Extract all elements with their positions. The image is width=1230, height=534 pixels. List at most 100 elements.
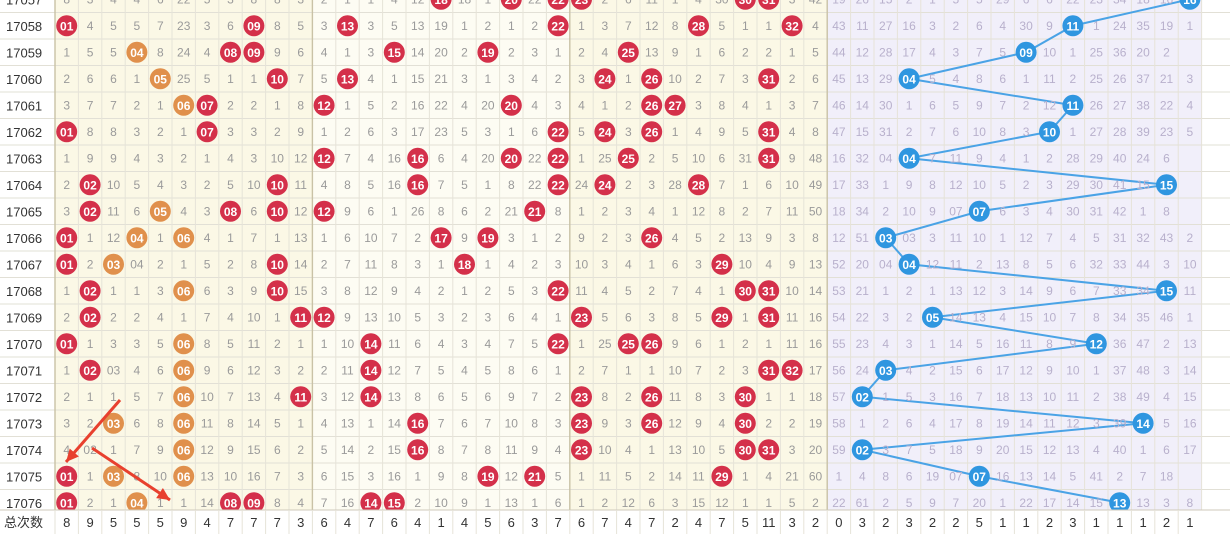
miss-count: 20: [809, 443, 823, 457]
miss-count: 15: [1019, 310, 1033, 324]
miss-count: 19: [434, 19, 448, 33]
miss-count: 11: [950, 231, 963, 245]
miss-count: 12: [692, 204, 706, 218]
miss-count: 15: [949, 363, 963, 377]
miss-count: 10: [364, 231, 378, 245]
miss-count: 1: [1023, 72, 1030, 86]
miss-count: 5: [906, 496, 913, 510]
miss-count: 8: [719, 204, 726, 218]
red-ball: [734, 0, 756, 10]
miss-count: 3: [508, 231, 515, 245]
miss-count: 2: [695, 72, 702, 86]
miss-count: 26: [1113, 72, 1127, 86]
miss-count: 22: [1160, 98, 1174, 112]
miss-count: 5: [461, 390, 468, 404]
miss-count: 4: [672, 231, 679, 245]
miss-count: 13: [388, 390, 402, 404]
ball-number: 11: [1067, 19, 1080, 33]
table-row: 1707518101310167361531619812511152141114…: [6, 465, 1173, 487]
red-ball: [103, 412, 124, 434]
miss-count: 2: [134, 98, 141, 112]
total-count: 7: [367, 515, 374, 530]
miss-count: 9: [297, 125, 304, 139]
miss-count: 5: [134, 178, 141, 192]
miss-count: 14: [200, 496, 214, 510]
miss-count: 23: [434, 125, 448, 139]
red-ball: [173, 280, 195, 302]
miss-count: 8: [672, 19, 679, 33]
miss-count: 7: [157, 390, 164, 404]
miss-count: 57: [832, 390, 846, 404]
red-ball: [243, 492, 265, 514]
ball-number: 31: [762, 72, 776, 86]
miss-count: 42: [809, 0, 823, 6]
miss-count: 2: [157, 125, 164, 139]
issue-number: 17072: [6, 390, 42, 405]
miss-count: 7: [274, 469, 281, 483]
miss-count: 4: [625, 443, 632, 457]
miss-count: 2: [789, 72, 796, 86]
miss-count: 25: [1090, 72, 1104, 86]
miss-count: 4: [438, 337, 445, 351]
miss-count: 1: [485, 72, 492, 86]
total-count: 3: [1069, 515, 1076, 530]
miss-count: 3: [578, 72, 585, 86]
red-ball: [173, 227, 195, 249]
red-ball: [243, 15, 265, 37]
miss-count: 8: [438, 204, 445, 218]
miss-count: 4: [602, 45, 609, 59]
miss-count: 7: [344, 151, 351, 165]
ball-number: 29: [715, 311, 729, 325]
miss-count: 11: [1043, 416, 1056, 430]
red-ball: [103, 465, 124, 487]
miss-count: 12: [668, 416, 682, 430]
ball-number: 24: [598, 125, 612, 139]
miss-count: 4: [508, 257, 515, 271]
miss-count: 25: [1090, 45, 1104, 59]
ball-number: 16: [1183, 0, 1197, 7]
red-ball: [477, 227, 499, 249]
miss-count: 49: [1136, 390, 1150, 404]
miss-count: 60: [809, 469, 823, 483]
miss-count: 8: [531, 416, 538, 430]
miss-count: 6: [134, 204, 141, 218]
miss-count: 17: [411, 125, 425, 139]
miss-count: 9: [789, 257, 796, 271]
miss-count: 1: [742, 19, 749, 33]
miss-count: 5: [227, 178, 234, 192]
miss-count: 6: [1163, 443, 1170, 457]
miss-count: 4: [227, 310, 234, 324]
miss-count: 8: [87, 125, 94, 139]
miss-count: 1: [204, 151, 211, 165]
miss-count: 6: [648, 496, 655, 510]
miss-count: 4: [695, 0, 702, 6]
miss-count: 7: [110, 98, 117, 112]
ball-number: 10: [271, 284, 285, 298]
miss-count: 8: [555, 204, 562, 218]
miss-count: 8: [274, 19, 281, 33]
miss-count: 3: [414, 257, 421, 271]
red-ball: [430, 0, 452, 10]
miss-count: 61: [856, 496, 870, 510]
miss-count: 3: [929, 390, 936, 404]
ball-number: 31: [762, 0, 776, 7]
miss-count: 4: [321, 178, 328, 192]
red-ball: [56, 465, 78, 487]
total-count: 1: [1116, 515, 1123, 530]
miss-count: 6: [719, 45, 726, 59]
miss-count: 7: [625, 19, 632, 33]
miss-count: 2: [391, 98, 398, 112]
miss-count: 9: [672, 337, 679, 351]
miss-count: 3: [648, 310, 655, 324]
miss-count: 1: [485, 496, 492, 510]
miss-count: 5: [110, 19, 117, 33]
miss-count: 16: [996, 337, 1010, 351]
miss-count: 2: [882, 204, 889, 218]
miss-count: 3: [63, 416, 70, 430]
miss-count: 3: [63, 98, 70, 112]
miss-count: 16: [809, 310, 823, 324]
miss-count: 8: [812, 125, 819, 139]
annotation-arrow: [64, 399, 122, 463]
ball-number: 30: [739, 284, 753, 298]
miss-count: 38: [1136, 98, 1150, 112]
